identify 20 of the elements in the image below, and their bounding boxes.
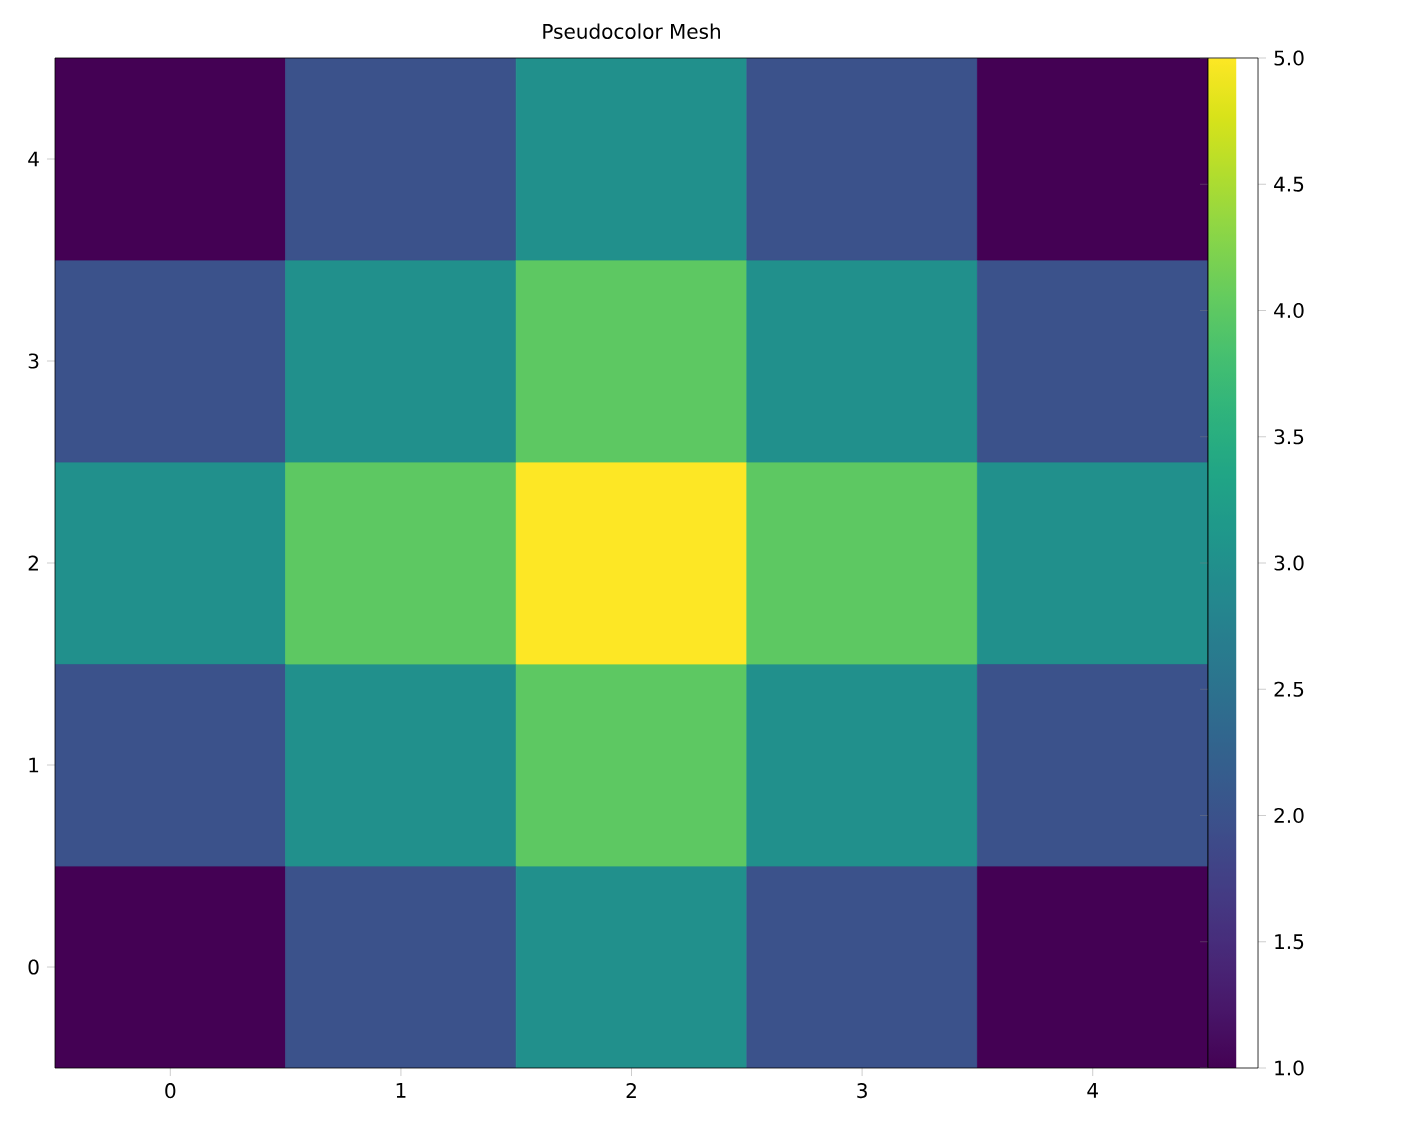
color-bar-label: 4.0 <box>1274 302 1304 319</box>
color-bar-label: 4.5 <box>1274 176 1304 192</box>
color-bar-label: 2.5 <box>1274 681 1304 697</box>
x-tick-label: 1 <box>396 1083 406 1098</box>
y-tick-label: 0 <box>28 959 39 975</box>
chart-title: Pseudocolor Mesh <box>543 23 720 39</box>
color-bar-label: 2.0 <box>1274 807 1304 824</box>
y-tick-label: 3 <box>28 353 39 369</box>
color-bar-label: 3.0 <box>1274 555 1304 571</box>
y-tick-label: 1 <box>29 757 39 773</box>
color-bar-label: 1.5 <box>1275 934 1304 950</box>
color-bar-label: 5.0 <box>1274 50 1304 66</box>
y-tick-label: 2 <box>28 555 38 571</box>
x-tick-label: 4 <box>1087 1083 1098 1098</box>
x-tick-label: 2 <box>626 1083 636 1098</box>
color-bar-label: 3.5 <box>1274 429 1304 445</box>
x-tick-label: 3 <box>857 1083 867 1099</box>
x-tick-label: 0 <box>165 1083 176 1099</box>
y-tick-label: 4 <box>28 151 39 167</box>
color-bar-label: 1.0 <box>1275 1060 1304 1076</box>
